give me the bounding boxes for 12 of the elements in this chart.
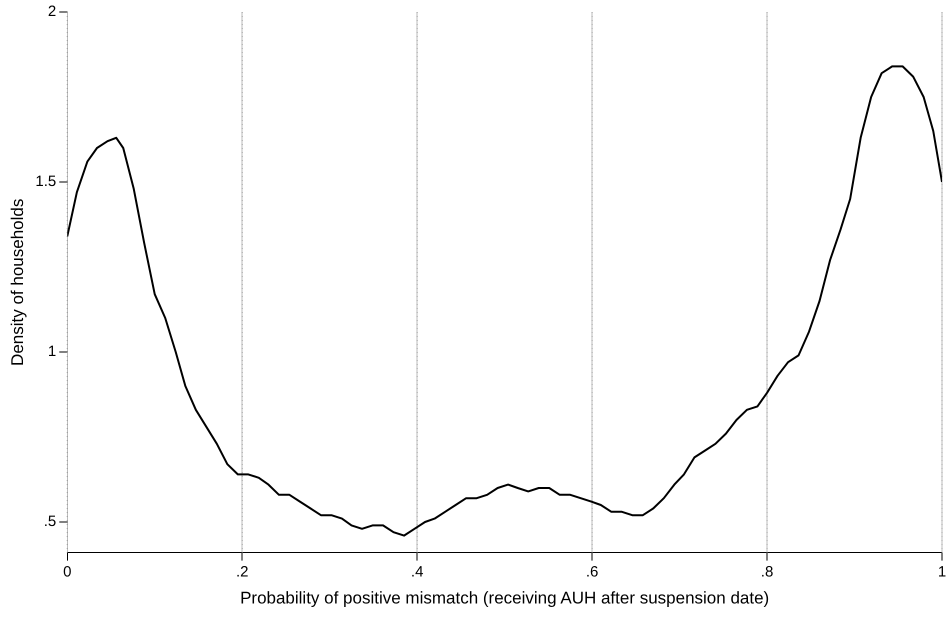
x-tick-label: .2 <box>236 564 248 581</box>
y-tick-label: 2 <box>48 3 56 20</box>
x-tick-label: .4 <box>410 564 424 581</box>
y-tick-label: 1.5 <box>35 173 56 190</box>
x-tick-label: 1 <box>938 564 946 581</box>
x-tick-label: .8 <box>760 564 774 581</box>
y-axis-title: Density of households <box>8 198 27 366</box>
y-tick-label: .5 <box>44 513 56 530</box>
x-axis-title: Probability of positive mismatch (receiving AUH after suspension date) <box>240 588 770 608</box>
y-tick-label: 1 <box>48 343 56 360</box>
x-tick-label: .6 <box>586 564 598 581</box>
x-tick-label: 0 <box>63 564 72 581</box>
